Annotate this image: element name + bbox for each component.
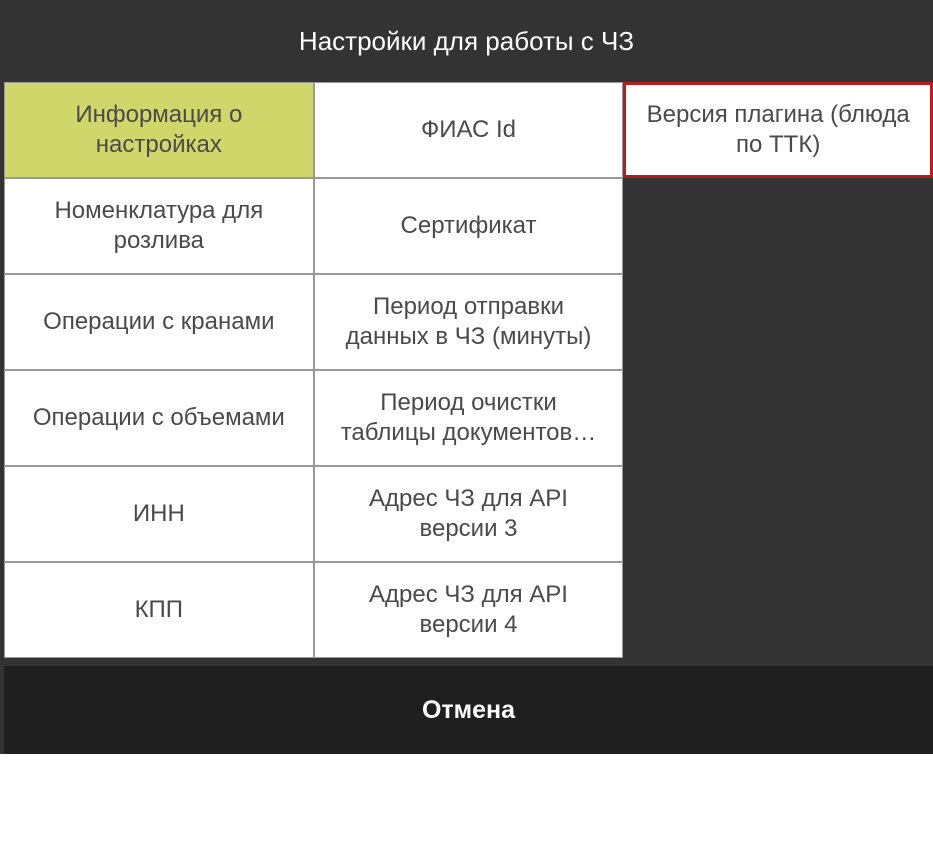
settings-tile[interactable]: Сертификат bbox=[314, 178, 624, 274]
gap bbox=[0, 658, 933, 666]
settings-tile[interactable]: ИНН bbox=[4, 466, 314, 562]
settings-tile[interactable]: Операции с кранами bbox=[4, 274, 314, 370]
settings-tile-label: Номенклатура для розлива bbox=[23, 196, 295, 256]
settings-tile-label: Операции с кранами bbox=[43, 307, 274, 337]
settings-tile[interactable]: Адрес ЧЗ для API версии 4 bbox=[314, 562, 624, 658]
settings-tile-label: ИНН bbox=[133, 499, 185, 529]
settings-tile[interactable]: Номенклатура для розлива bbox=[4, 178, 314, 274]
empty-cell bbox=[623, 370, 933, 466]
empty-cell bbox=[623, 466, 933, 562]
settings-tile-label: Адрес ЧЗ для API версии 4 bbox=[333, 580, 605, 640]
settings-tile[interactable]: КПП bbox=[4, 562, 314, 658]
window-title: Настройки для работы с ЧЗ bbox=[0, 0, 933, 82]
settings-tile-label: Сертификат bbox=[401, 211, 537, 241]
settings-tile-label: Адрес ЧЗ для API версии 3 bbox=[333, 484, 605, 544]
settings-tile-label: ФИАС Id bbox=[421, 115, 516, 145]
settings-tile[interactable]: Адрес ЧЗ для API версии 3 bbox=[314, 466, 624, 562]
settings-tile[interactable]: Информация о настройках bbox=[4, 82, 314, 178]
empty-cell bbox=[623, 178, 933, 274]
settings-grid: Информация о настройках ФИАС Id Версия пла… bbox=[0, 82, 933, 658]
settings-tile-label: Информация о настройках bbox=[23, 100, 295, 160]
settings-tile-label: Версия плагина (блюда по ТТК) bbox=[644, 100, 912, 160]
settings-tile[interactable]: Операции с объемами bbox=[4, 370, 314, 466]
settings-tile[interactable]: ФИАС Id bbox=[314, 82, 624, 178]
cancel-label: Отмена bbox=[422, 696, 515, 725]
settings-tile[interactable]: Версия плагина (блюда по ТТК) bbox=[623, 82, 933, 178]
settings-window: Настройки для работы с ЧЗ Информация о н… bbox=[0, 0, 933, 754]
empty-cell bbox=[623, 274, 933, 370]
settings-tile-label: КПП bbox=[135, 595, 183, 625]
settings-tile-label: Период очистки таблицы документов… bbox=[333, 388, 605, 448]
settings-tile-label: Операции с объемами bbox=[33, 403, 285, 433]
cancel-button[interactable]: Отмена bbox=[0, 666, 933, 754]
empty-cell bbox=[623, 562, 933, 658]
settings-tile-label: Период отправки данных в ЧЗ (минуты) bbox=[333, 292, 605, 352]
settings-tile[interactable]: Период отправки данных в ЧЗ (минуты) bbox=[314, 274, 624, 370]
settings-tile[interactable]: Период очистки таблицы документов… bbox=[314, 370, 624, 466]
